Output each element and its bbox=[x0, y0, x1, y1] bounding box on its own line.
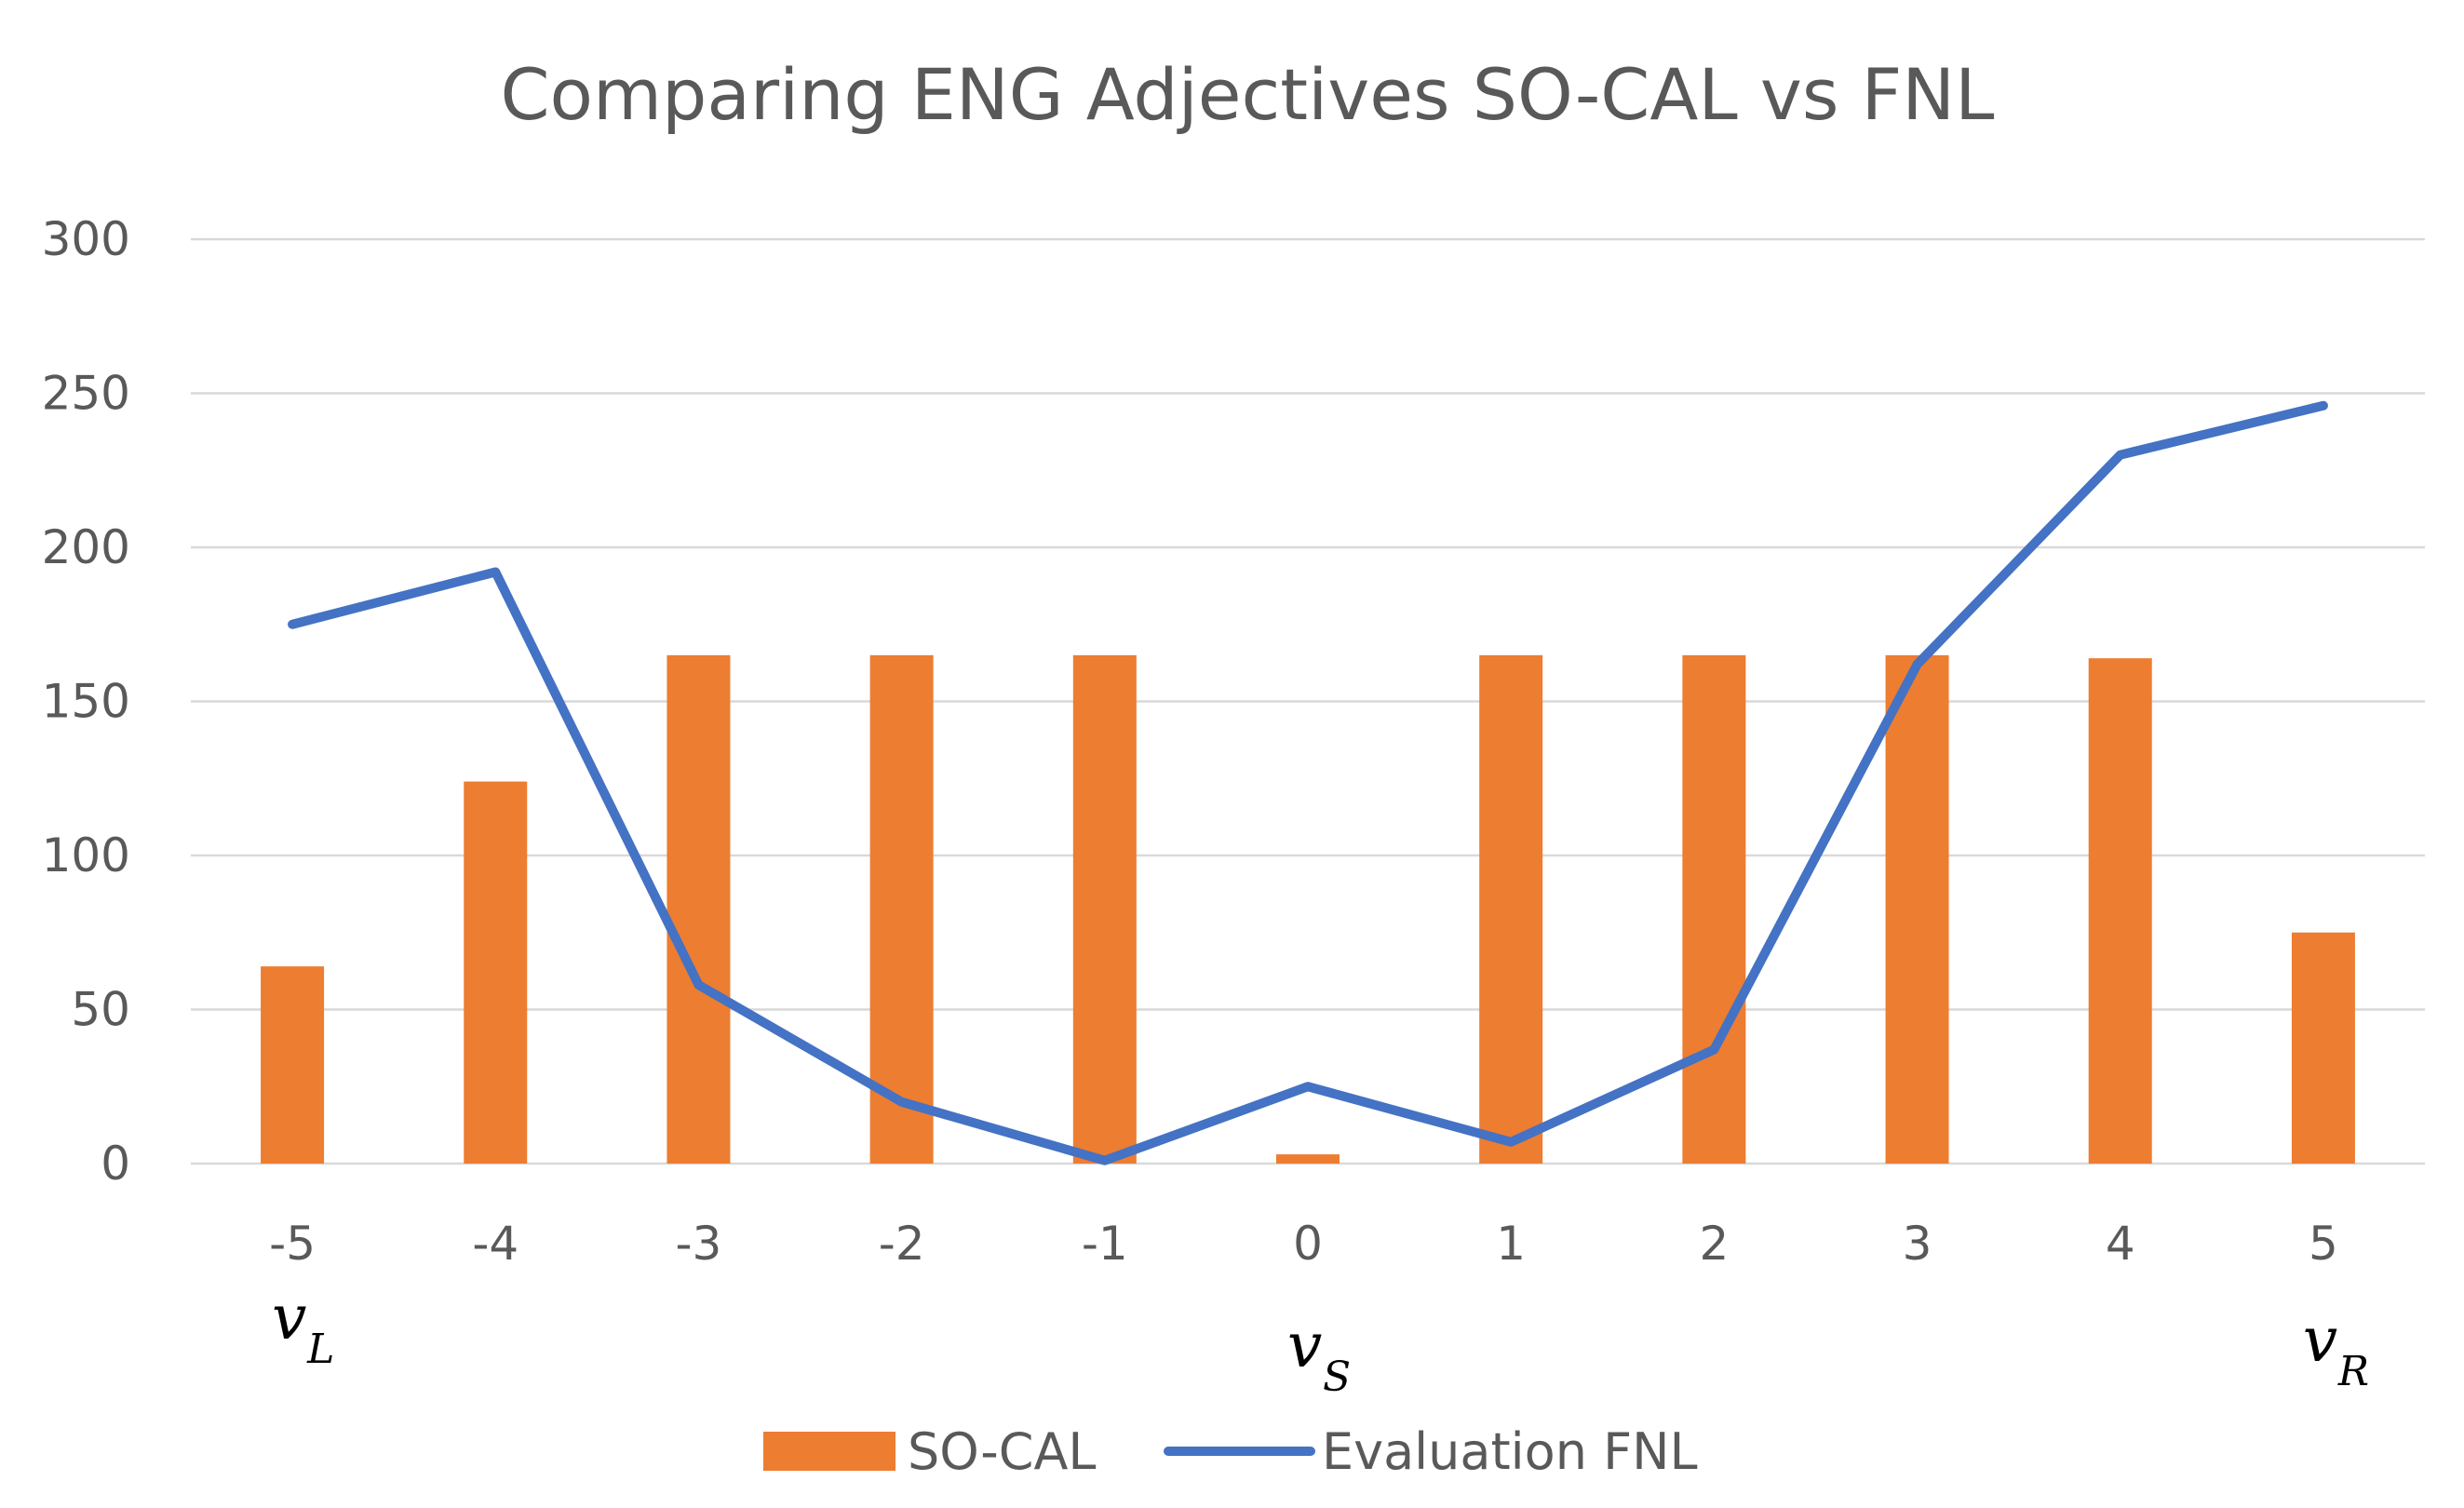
annotation-subscript: R bbox=[2337, 1348, 2369, 1395]
bar-so-cal bbox=[2291, 932, 2355, 1164]
bar-so-cal bbox=[1885, 654, 1949, 1164]
bar-so-cal bbox=[1276, 1154, 1340, 1164]
x-tick-label: -1 bbox=[1082, 1217, 1128, 1271]
bar-so-cal bbox=[869, 654, 934, 1164]
annotation-subscript: S bbox=[1323, 1353, 1351, 1401]
y-tick-label: 300 bbox=[42, 212, 130, 266]
x-tick-label: -5 bbox=[269, 1217, 316, 1271]
x-tick-label: -4 bbox=[472, 1217, 518, 1271]
axis-labels: 0 50 100 150 200 250 300 -5 -4 -3 -2 -1 0 1 2 3 4 5 bbox=[42, 212, 2338, 1271]
annotation-subscript: L bbox=[306, 1326, 334, 1373]
bar-so-cal bbox=[1479, 654, 1543, 1164]
y-tick-label: 50 bbox=[71, 983, 130, 1037]
legend-swatch-so-cal bbox=[763, 1432, 895, 1471]
line-series bbox=[288, 400, 2328, 1165]
legend-label-so-cal: SO-CAL bbox=[908, 1422, 1097, 1481]
bar-so-cal bbox=[1682, 654, 1746, 1164]
y-tick-label: 250 bbox=[42, 367, 130, 421]
legend: SO-CAL Evaluation FNL bbox=[763, 1422, 1698, 1481]
bar-so-cal bbox=[261, 966, 325, 1164]
y-tick-label: 0 bbox=[101, 1137, 130, 1191]
x-tick-label: 3 bbox=[1903, 1217, 1932, 1271]
x-tick-label: 2 bbox=[1699, 1217, 1729, 1271]
chart-title: Comparing ENG Adjectives SO-CAL vs FNL bbox=[500, 53, 1994, 136]
annotation-symbol: v bbox=[2303, 1304, 2337, 1376]
x-tick-label: 5 bbox=[2309, 1217, 2338, 1271]
x-tick-label: -2 bbox=[879, 1217, 925, 1271]
bar-so-cal bbox=[2088, 658, 2152, 1164]
y-tick-label: 100 bbox=[42, 828, 130, 882]
y-tick-label: 150 bbox=[42, 675, 130, 729]
x-tick-label: 4 bbox=[2106, 1217, 2135, 1271]
x-tick-label: -3 bbox=[676, 1217, 722, 1271]
line-evaluation-fnl bbox=[288, 400, 2328, 1165]
y-tick-label: 200 bbox=[42, 520, 130, 574]
bar-so-cal bbox=[666, 654, 731, 1164]
annotation-symbol: v bbox=[272, 1282, 306, 1353]
legend-label-evaluation-fnl: Evaluation FNL bbox=[1322, 1422, 1698, 1481]
bar-series bbox=[261, 654, 2355, 1164]
bar-so-cal bbox=[464, 781, 528, 1164]
annotation-symbol: v bbox=[1287, 1310, 1322, 1381]
x-tick-label: 0 bbox=[1293, 1217, 1323, 1271]
x-tick-label: 1 bbox=[1496, 1217, 1526, 1271]
bar-so-cal bbox=[1072, 654, 1137, 1164]
